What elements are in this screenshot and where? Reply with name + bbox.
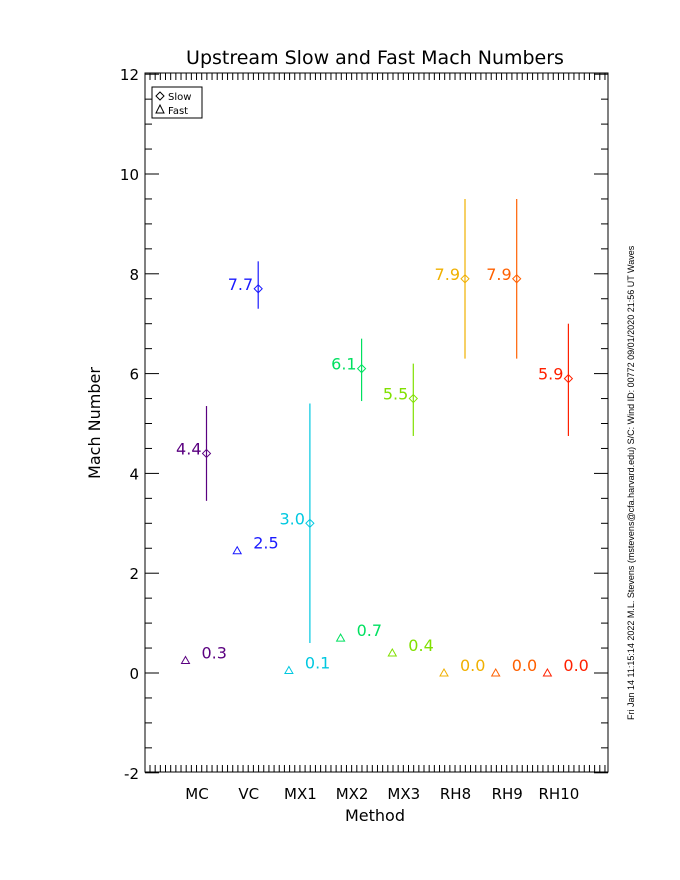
x-axis-label: Method — [345, 806, 405, 825]
chart-title: Upstream Slow and Fast Mach Numbers — [186, 47, 564, 69]
legend-entry-slow: Slow — [168, 92, 191, 103]
y-axis-label: Mach Number — [85, 367, 104, 479]
slow-data-label: 5.5 — [383, 385, 408, 404]
fast-data-label: 0.0 — [563, 656, 588, 675]
x-tick-label: MX2 — [336, 785, 369, 803]
x-tick-label: VC — [238, 785, 259, 803]
slow-point — [460, 274, 470, 284]
x-tick-label: RH8 — [440, 785, 471, 803]
y-tick-label: 8 — [129, 266, 139, 284]
slow-point — [201, 448, 212, 459]
x-tick-label: RH10 — [539, 785, 580, 803]
x-tick-label: MC — [185, 785, 208, 803]
fast-point — [232, 545, 243, 555]
x-tick-label: RH9 — [492, 785, 523, 803]
x-tick-label: MX1 — [284, 785, 317, 803]
fast-data-label: 0.4 — [408, 636, 433, 655]
fast-data-label: 2.5 — [253, 534, 278, 553]
y-tick-label: 0 — [129, 665, 139, 683]
y-tick-label: 12 — [120, 66, 139, 84]
slow-data-label: 6.1 — [331, 355, 356, 374]
fast-data-label: 0.0 — [460, 656, 485, 675]
fast-data-label: 0.0 — [512, 656, 537, 675]
slow-point — [511, 274, 522, 284]
legend-triangle-icon — [155, 103, 165, 114]
slow-point — [408, 393, 419, 404]
y-tick-label: 6 — [129, 366, 139, 384]
y-tick-label: 2 — [129, 565, 139, 583]
fast-data-label: 0.3 — [202, 644, 227, 663]
y-tick-label: -2 — [124, 765, 139, 783]
fast-data-label: 0.1 — [305, 654, 330, 673]
fast-point — [180, 655, 191, 665]
slow-data-label: 7.9 — [486, 265, 511, 284]
fast-point — [490, 667, 501, 677]
slow-data-label: 7.7 — [228, 275, 253, 294]
x-tick-label: MX3 — [387, 785, 420, 803]
side-note: Fri Jan 14 11:15:14 2022 M.L. Stevens (m… — [626, 245, 636, 720]
legend-diamond-icon — [155, 91, 165, 101]
slow-data-label: 5.9 — [538, 365, 563, 384]
y-tick-label: 10 — [120, 166, 139, 184]
plot-frame — [144, 72, 609, 773]
fast-point — [542, 667, 553, 677]
slow-point — [305, 518, 315, 529]
fast-point — [335, 633, 346, 642]
slow-data-label: 4.4 — [176, 439, 201, 458]
fast-point — [387, 648, 398, 657]
slow-point — [356, 363, 367, 374]
slow-data-label: 3.0 — [279, 509, 304, 528]
slow-point — [253, 284, 263, 294]
legend-entry-fast: Fast — [168, 106, 188, 117]
fast-point — [439, 667, 449, 677]
y-tick-label: 4 — [129, 465, 139, 483]
slow-data-label: 7.9 — [435, 265, 460, 284]
legend: Slow Fast — [151, 86, 203, 119]
fast-point — [284, 665, 294, 675]
fast-data-label: 0.7 — [357, 621, 382, 640]
slow-point — [563, 373, 574, 384]
